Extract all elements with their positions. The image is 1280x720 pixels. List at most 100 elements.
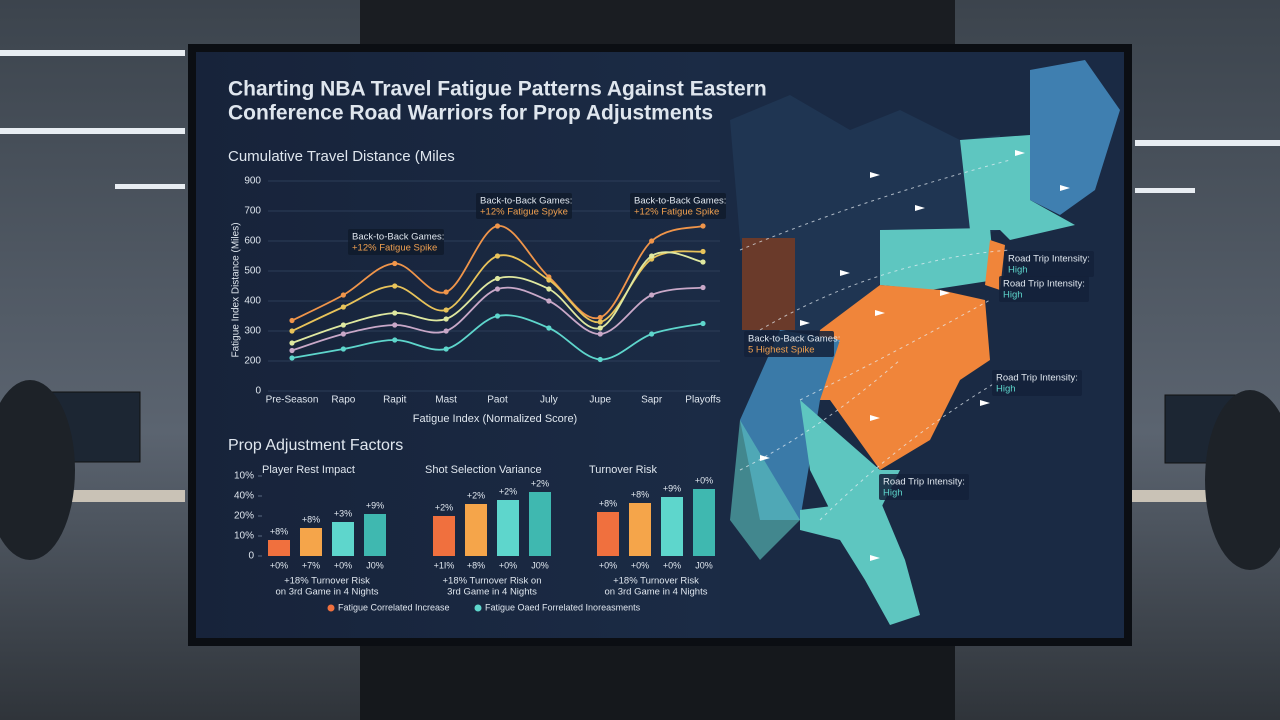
point: [700, 248, 706, 255]
bar: [597, 512, 619, 556]
point: [289, 328, 295, 334]
point: [443, 328, 449, 334]
value-label: +8%: [599, 498, 617, 508]
value-label: +8%: [631, 489, 649, 499]
value-label: +2%: [435, 502, 453, 512]
point: [340, 292, 346, 298]
point: [649, 253, 655, 259]
point: [597, 331, 603, 337]
x-tick-label: +0%: [499, 560, 517, 570]
annotation-note: +12% Fatigue Spike: [352, 243, 437, 254]
y-tick-label: 700: [244, 206, 261, 217]
x-tick-label: +8%: [467, 560, 485, 570]
y-tick-label: 400: [244, 296, 261, 307]
ceiling-light: [115, 184, 185, 189]
legend-label: Fatigue Oaed Forrelated Inoreasments: [485, 602, 641, 612]
panel-title: Player Rest Impact: [262, 464, 355, 476]
annotation-box: [476, 193, 572, 219]
value-label: +9%: [663, 483, 681, 493]
y-tick-label: 10%: [234, 471, 254, 482]
point: [494, 275, 501, 282]
x-tick-label: J0%: [695, 560, 713, 570]
bar: [629, 503, 651, 556]
point: [289, 317, 295, 324]
page-title: Charting NBA Travel Fatigue Patterns Aga…: [228, 78, 767, 101]
x-tick-label: Sapr: [641, 395, 663, 406]
x-tick-label: Rapo: [331, 395, 355, 406]
x-tick-label: Playoffs: [685, 395, 720, 406]
map-region: [1030, 60, 1120, 215]
map-label-title: Road Trip Intensity:: [1008, 254, 1090, 265]
point: [443, 289, 449, 295]
panel-note: +18% Turnover Risk: [284, 576, 370, 587]
panel-note: on 3rd Game in 4 Nights: [605, 587, 708, 598]
point: [649, 238, 655, 244]
point: [700, 320, 706, 327]
value-label: +8%: [270, 526, 288, 536]
x-tick-label: +0%: [663, 560, 681, 570]
point: [546, 325, 552, 331]
point: [494, 223, 501, 229]
y-tick-label: 900: [244, 176, 261, 187]
point: [443, 307, 449, 313]
panel-note: on 3rd Game in 4 Nights: [276, 587, 379, 598]
x-tick-label: July: [540, 395, 558, 406]
map-region: [730, 420, 800, 560]
map-label-note: High: [883, 488, 903, 499]
bar: [529, 492, 551, 556]
map-region: [810, 285, 990, 470]
screen-mount: [360, 0, 955, 45]
y-tick-label: 20%: [234, 511, 254, 522]
annotation-note: +12% Fatigue Spike: [634, 207, 719, 218]
y-tick-label: 200: [244, 356, 261, 367]
x-tick-label: +1I%: [434, 560, 455, 570]
ceiling-light: [1135, 140, 1280, 146]
map-region: [960, 135, 1075, 240]
y-tick-label: 10%: [234, 531, 254, 542]
bar: [661, 497, 683, 556]
x-tick-label: Jupe: [589, 395, 611, 406]
chart-title: Cumulative Travel Distance (Miles: [228, 148, 455, 165]
point: [597, 314, 603, 321]
point: [546, 286, 552, 292]
bar: [465, 504, 487, 556]
bar: [497, 500, 519, 556]
route-line: [739, 159, 1011, 521]
point: [649, 292, 655, 298]
map-region: [742, 238, 795, 330]
point: [700, 223, 706, 229]
legend-swatch: [327, 604, 335, 612]
point: [289, 347, 295, 354]
map-region: [880, 228, 995, 290]
x-tick-label: +7%: [302, 560, 320, 570]
x-tick-label: Rapit: [383, 395, 407, 406]
value-label: +3%: [334, 508, 352, 518]
map-label-title: Road Trip Intensity:: [1003, 279, 1085, 290]
point: [597, 319, 603, 325]
point: [392, 337, 398, 343]
legend-swatch: [474, 604, 482, 612]
y-tick-label: 500: [244, 266, 261, 277]
point: [597, 356, 603, 363]
x-tick-label: Pre-Season: [266, 395, 319, 406]
x-tick-label: J0%: [366, 560, 384, 570]
y-tick-label: 40%: [234, 491, 254, 502]
map-label-box: [1004, 251, 1094, 277]
point: [392, 322, 398, 328]
point: [443, 346, 449, 352]
x-axis-label: Fatigue Index (Normalized Score): [413, 413, 577, 425]
ceiling-light: [0, 50, 185, 56]
map-label-note: 5 Highest Spike: [748, 345, 815, 356]
panel-title: Shot Selection Variance: [425, 464, 542, 476]
ceiling-light: [1135, 188, 1195, 193]
map-label-note: High: [996, 384, 1016, 395]
y-tick-label: 300: [244, 326, 261, 337]
value-label: +2%: [531, 478, 549, 488]
point: [340, 331, 346, 337]
point: [494, 286, 501, 292]
point: [649, 331, 655, 337]
point: [392, 283, 398, 289]
person: [0, 380, 75, 560]
map-label-box: [744, 331, 834, 357]
